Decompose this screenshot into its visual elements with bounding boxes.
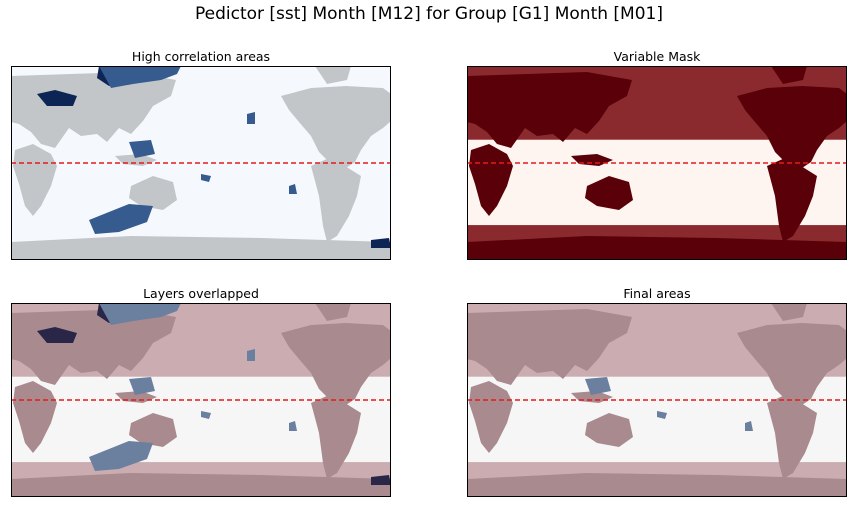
land-australia	[585, 413, 633, 447]
heatmap-high-correlation	[11, 66, 391, 260]
correlation-area-6	[247, 112, 255, 124]
land-antarctica	[467, 473, 847, 497]
land-south-america	[311, 158, 361, 242]
land-south-america	[767, 158, 817, 242]
correlation-area-7	[657, 411, 667, 419]
land-eurasia	[467, 72, 632, 148]
land-africa	[469, 144, 513, 216]
axes-frame	[467, 303, 847, 497]
correlation-area-4	[129, 377, 155, 395]
land-north-america	[737, 323, 847, 407]
heatmap-variable-mask	[467, 66, 847, 260]
heatmap-final-areas	[467, 303, 847, 497]
land-australia	[129, 413, 177, 447]
correlation-area-4	[585, 377, 611, 395]
correlation-area-4	[129, 140, 155, 158]
axes-frame	[467, 66, 847, 260]
panel-title-high-correlation: High correlation areas	[131, 49, 271, 64]
land-south-america	[767, 395, 817, 479]
correlation-area-9	[371, 238, 391, 248]
correlation-area-2	[99, 303, 181, 325]
land-australia	[585, 176, 633, 210]
correlation-area-5	[89, 204, 153, 234]
land-north-america	[281, 323, 391, 407]
land-greenland	[771, 66, 807, 84]
correlation-area-6	[247, 349, 255, 361]
panel-title-layers-overlapped: Layers overlapped	[143, 286, 259, 301]
land-greenland	[771, 303, 807, 321]
correlation-area-8	[745, 421, 753, 431]
land-africa	[469, 381, 513, 453]
figure-suptitle: Pedictor [sst] Month [M12] for Group [G1…	[195, 4, 663, 24]
correlation-area-8	[289, 184, 297, 194]
correlation-area-9	[371, 475, 391, 485]
heatmap-layers-overlapped	[11, 303, 391, 497]
land-africa	[13, 144, 57, 216]
panel-title-variable-mask: Variable Mask	[613, 49, 701, 64]
land-antarctica	[11, 236, 391, 260]
correlation-area-3	[37, 327, 77, 343]
correlation-area-5	[89, 441, 153, 471]
land-eurasia	[467, 309, 632, 385]
land-north-america	[281, 86, 391, 170]
correlation-area-7	[201, 411, 211, 419]
axes-frame	[11, 66, 391, 260]
correlation-area-7	[201, 174, 211, 182]
correlation-area-2	[99, 66, 181, 88]
land-greenland	[315, 303, 351, 321]
land-australia	[129, 176, 177, 210]
land-south-america	[311, 395, 361, 479]
correlation-area-3	[37, 90, 77, 106]
land-africa	[13, 381, 57, 453]
land-greenland	[315, 66, 351, 84]
land-north-america	[737, 86, 847, 170]
correlation-area-8	[289, 421, 297, 431]
land-antarctica	[11, 473, 391, 497]
panel-title-final-areas: Final areas	[623, 286, 691, 301]
axes-frame	[11, 303, 391, 497]
land-antarctica	[467, 236, 847, 260]
